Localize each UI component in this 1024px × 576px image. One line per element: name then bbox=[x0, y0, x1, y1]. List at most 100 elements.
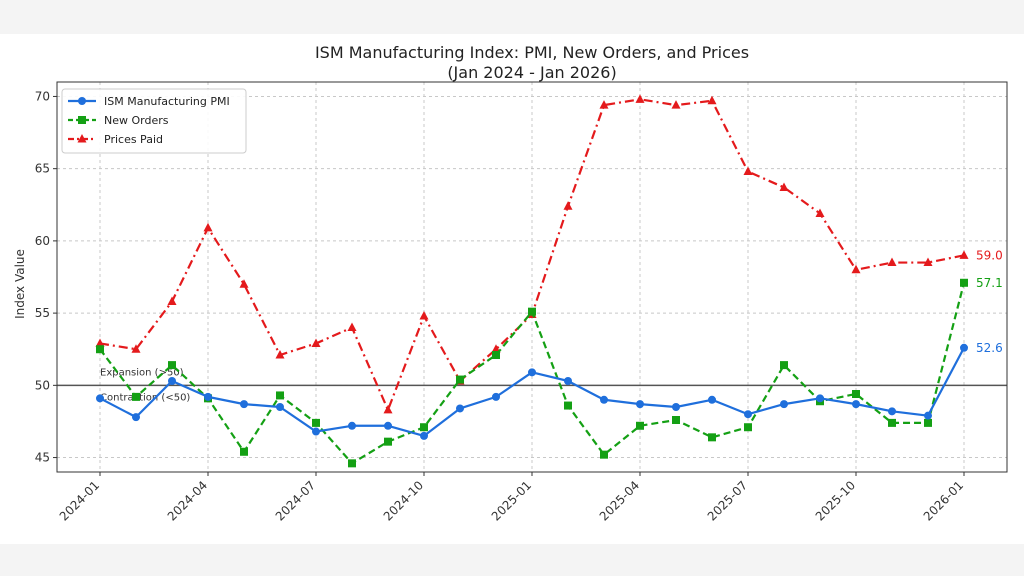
data-point bbox=[96, 394, 104, 403]
legend-label-prices-paid: Prices Paid bbox=[104, 133, 163, 146]
data-point bbox=[528, 307, 536, 316]
data-point bbox=[887, 257, 897, 267]
y-tick-label: 65 bbox=[35, 162, 50, 176]
legend-marker-new-orders bbox=[78, 116, 86, 124]
reference-line-group: Expansion (>50) Contraction (<50) bbox=[57, 367, 1007, 403]
end-label-ism-manufacturing-pmi: 52.6 bbox=[976, 341, 1003, 355]
data-point bbox=[744, 410, 752, 419]
data-point bbox=[600, 450, 608, 459]
y-tick-label: 50 bbox=[35, 378, 50, 392]
data-point bbox=[167, 296, 177, 306]
expansion-label: Expansion (>50) bbox=[100, 367, 184, 378]
data-point bbox=[492, 392, 500, 401]
data-point bbox=[203, 222, 213, 232]
data-point bbox=[924, 411, 932, 420]
x-tick-label: 2025-04 bbox=[597, 478, 642, 523]
end-labels: 59.0 57.1 52.6 bbox=[976, 248, 1003, 354]
legend: ISM Manufacturing PMI New Orders Prices Pa… bbox=[61, 88, 247, 154]
data-point bbox=[671, 100, 681, 109]
data-point bbox=[636, 421, 644, 430]
data-point bbox=[744, 423, 752, 432]
data-point bbox=[168, 361, 176, 370]
end-label-prices-paid: 59.0 bbox=[976, 248, 1003, 262]
contraction-label: Contraction (<50) bbox=[100, 392, 190, 403]
y-tick-label: 55 bbox=[35, 306, 50, 320]
legend-marker-ism-manufacturing-pmi bbox=[78, 97, 86, 105]
x-tick-label: 2024-01 bbox=[57, 478, 102, 523]
data-point bbox=[132, 392, 140, 401]
data-point bbox=[276, 391, 284, 400]
data-point bbox=[204, 392, 212, 401]
data-point bbox=[95, 338, 105, 347]
y-tick-label: 60 bbox=[35, 234, 50, 248]
data-point bbox=[852, 400, 860, 409]
data-point bbox=[276, 403, 284, 411]
x-tick-label: 2025-01 bbox=[489, 478, 534, 523]
data-point bbox=[779, 182, 789, 191]
legend-label-ism-manufacturing-pmi: ISM Manufacturing PMI bbox=[104, 95, 230, 108]
top-band bbox=[0, 0, 1024, 34]
data-point bbox=[564, 401, 572, 410]
data-point bbox=[528, 368, 536, 377]
data-point bbox=[312, 427, 320, 436]
plot-frame bbox=[56, 81, 1008, 473]
legend-label-new-orders: New Orders bbox=[104, 114, 169, 127]
data-point bbox=[384, 421, 392, 430]
data-point bbox=[275, 350, 285, 359]
data-point bbox=[96, 345, 104, 354]
y-tick-label: 45 bbox=[35, 451, 50, 465]
x-tick-label: 2024-10 bbox=[381, 478, 426, 523]
y-tick-label: 70 bbox=[35, 89, 50, 103]
x-tick-label: 2024-07 bbox=[273, 478, 318, 523]
data-point bbox=[563, 201, 573, 210]
ticks: 45 50 55 60 65 70 2024-01 2024-04 2024-07 2024-10… bbox=[35, 89, 966, 523]
data-point bbox=[743, 166, 753, 176]
end-label-new-orders: 57.1 bbox=[976, 276, 1003, 290]
bottom-band bbox=[0, 544, 1024, 576]
data-point bbox=[780, 400, 788, 409]
data-point bbox=[132, 413, 140, 422]
y-axis-label: Index Value bbox=[13, 249, 27, 319]
data-point bbox=[852, 390, 860, 398]
data-point bbox=[815, 208, 825, 217]
data-point bbox=[384, 437, 392, 446]
data-point bbox=[383, 404, 393, 414]
data-point bbox=[564, 377, 572, 385]
data-point bbox=[348, 421, 356, 430]
data-point bbox=[240, 400, 248, 409]
data-point bbox=[888, 418, 896, 427]
data-point bbox=[420, 423, 428, 432]
data-point bbox=[312, 418, 320, 427]
data-point bbox=[960, 278, 968, 287]
data-point bbox=[600, 395, 608, 404]
data-point bbox=[239, 279, 249, 288]
data-point bbox=[707, 95, 717, 105]
legend-box bbox=[61, 88, 247, 154]
data-point bbox=[240, 447, 248, 456]
data-point bbox=[888, 407, 896, 416]
data-point bbox=[311, 338, 321, 347]
series-group bbox=[95, 94, 969, 468]
data-point bbox=[492, 351, 500, 359]
data-point bbox=[672, 416, 680, 424]
data-point bbox=[131, 344, 141, 353]
series-ism-manufacturing-pmi bbox=[96, 343, 968, 440]
data-point bbox=[635, 94, 645, 103]
data-point bbox=[816, 394, 824, 403]
data-point bbox=[708, 433, 716, 442]
x-tick-label: 2026-01 bbox=[921, 478, 966, 523]
data-point bbox=[924, 418, 932, 427]
x-tick-label: 2024-04 bbox=[165, 478, 210, 523]
legend-marker-prices-paid bbox=[77, 134, 87, 143]
data-point bbox=[419, 311, 429, 320]
data-point bbox=[168, 377, 176, 385]
data-point bbox=[959, 250, 969, 259]
chart-title: ISM Manufacturing Index: PMI, New Orders… bbox=[315, 43, 749, 62]
data-point bbox=[923, 257, 933, 267]
line-chart: ISM Manufacturing Index: PMI, New Orders… bbox=[13, 43, 1008, 524]
data-point bbox=[420, 431, 428, 440]
data-point bbox=[347, 322, 357, 332]
data-point bbox=[599, 100, 609, 109]
data-point bbox=[851, 264, 861, 274]
data-point bbox=[672, 403, 680, 411]
